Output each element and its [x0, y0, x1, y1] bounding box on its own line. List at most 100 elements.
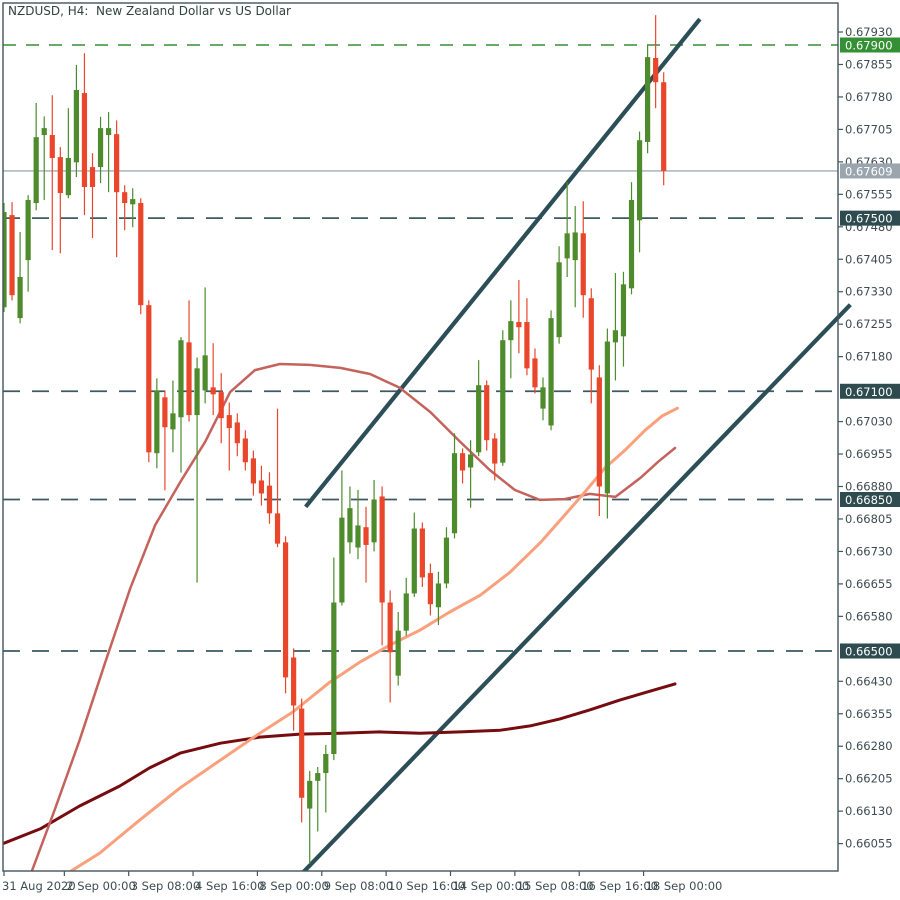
- ma-mid-rose: [30, 362, 677, 871]
- candle-bullish: [339, 517, 345, 603]
- candle-bullish: [65, 157, 71, 196]
- y-axis-label: 0.67855: [845, 57, 893, 71]
- candle-bullish: [508, 321, 514, 341]
- candle-bearish: [653, 57, 659, 83]
- y-axis-label: 0.66730: [845, 544, 893, 558]
- x-axis-label: 31 Aug 2020: [2, 879, 76, 893]
- price-level-badge: [840, 643, 900, 659]
- candle-bullish: [25, 199, 31, 261]
- candle-bearish: [291, 657, 297, 706]
- candle-bullish: [636, 140, 643, 221]
- candle-bullish: [154, 390, 160, 454]
- candle-bearish: [524, 322, 530, 369]
- ma-slow-maroon: [3, 682, 677, 845]
- candle-bullish: [194, 368, 200, 416]
- candle-bullish: [620, 284, 627, 337]
- y-axis-label: 0.66955: [845, 447, 893, 461]
- x-axis-label: 10 Sep 16:00: [388, 879, 465, 893]
- candle-bearish: [266, 485, 273, 514]
- candle-bearish: [596, 377, 602, 487]
- candle-bearish: [234, 422, 240, 444]
- candle-bullish: [451, 453, 458, 534]
- candle-bullish: [202, 355, 208, 391]
- price-level-badge-label: 0.67900: [845, 39, 893, 53]
- candle-bullish: [33, 137, 39, 203]
- candle-bullish: [97, 128, 104, 168]
- candle-bullish: [371, 499, 377, 543]
- x-axis-label: 8 Sep 00:00: [259, 879, 328, 893]
- plot-area: [3, 15, 852, 871]
- candle-bearish: [242, 438, 248, 463]
- candle-bullish: [347, 508, 353, 543]
- candle-bullish: [500, 340, 506, 463]
- y-axis-label: 0.66655: [845, 577, 893, 591]
- candle-bullish: [3, 212, 7, 308]
- candle-bearish: [146, 305, 152, 453]
- candle-bullish: [468, 454, 474, 468]
- x-axis-label: 16 Sep 16:00: [581, 879, 658, 893]
- candle-bearish: [57, 157, 63, 194]
- candle-bearish: [114, 134, 120, 193]
- candle-bullish: [170, 413, 176, 430]
- y-axis-label: 0.66430: [845, 674, 893, 688]
- candle-bullish: [73, 90, 80, 163]
- y-axis-label: 0.66880: [845, 480, 893, 494]
- candle-bullish: [628, 199, 635, 289]
- candle-bullish: [315, 773, 321, 781]
- price-level-badge: [840, 37, 900, 53]
- candle-bearish: [162, 397, 168, 428]
- candle-bullish: [331, 602, 337, 755]
- candle-bullish: [17, 277, 23, 319]
- price-level-badge: [840, 491, 900, 507]
- x-axis-label: 3 Sep 08:00: [131, 879, 200, 893]
- y-axis-label: 0.66580: [845, 609, 893, 623]
- candle-bullish: [403, 593, 409, 631]
- candle-bearish: [81, 93, 88, 187]
- candle-bullish: [323, 754, 329, 774]
- y-axis-label: 0.66280: [845, 739, 893, 753]
- candle-bearish: [492, 438, 498, 464]
- x-axis-label: 2 Sep 00:00: [66, 879, 135, 893]
- candle-bearish: [250, 458, 256, 484]
- candle-bearish: [661, 82, 667, 171]
- candle-bullish: [604, 341, 610, 494]
- x-axis-label: 4 Sep 16:00: [195, 879, 264, 893]
- candle-bearish: [379, 496, 385, 603]
- ascending-channel-lower: [301, 303, 852, 871]
- x-axis-label: 14 Sep 00:00: [452, 879, 529, 893]
- candle-bearish: [122, 192, 128, 203]
- candle-bullish: [612, 330, 619, 343]
- candle-bullish: [540, 387, 546, 409]
- candle-bullish: [130, 199, 136, 205]
- x-axis-label: 18 Sep 00:00: [646, 879, 723, 893]
- candle-bullish: [443, 537, 450, 584]
- current-price-badge: [840, 163, 900, 179]
- price-level-badge-label: 0.66500: [845, 644, 893, 658]
- candle-bullish: [476, 385, 482, 453]
- current-price-badge-label: 0.67609: [845, 164, 893, 178]
- candles-layer: [3, 15, 667, 864]
- candle-bullish: [645, 57, 651, 142]
- candle-bullish: [572, 232, 578, 261]
- candle-bearish: [258, 480, 265, 494]
- candle-bearish: [138, 202, 144, 306]
- candle-bullish: [411, 528, 417, 594]
- ascending-channel-upper: [304, 17, 702, 509]
- candle-bearish: [89, 167, 96, 187]
- candle-bearish: [218, 392, 224, 419]
- candle-bearish: [580, 233, 586, 296]
- candle-bullish: [105, 128, 112, 136]
- y-axis-label: 0.67030: [845, 415, 893, 429]
- candle-bearish: [274, 513, 281, 544]
- candle-bullish: [178, 340, 184, 418]
- y-axis-label: 0.67180: [845, 350, 893, 364]
- y-axis-label: 0.67930: [845, 25, 893, 39]
- candle-bullish: [564, 233, 570, 259]
- y-axis-label: 0.67405: [845, 252, 893, 266]
- price-level-badge: [840, 210, 900, 226]
- candle-bearish: [516, 322, 522, 328]
- y-axis-label: 0.67555: [845, 187, 893, 201]
- candle-bearish: [427, 573, 433, 605]
